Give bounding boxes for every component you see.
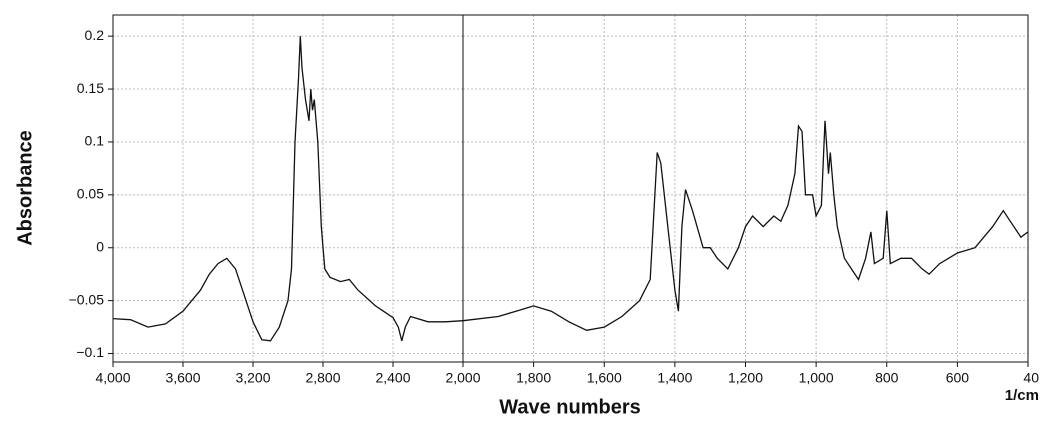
y-tick-label: 0 [96, 238, 104, 254]
y-tick-label: −0.1 [76, 344, 104, 360]
x-tick-label: 40 [1023, 370, 1039, 386]
y-tick-label: 0.2 [85, 27, 105, 43]
x-tick-label: 1,200 [728, 370, 763, 386]
x-tick-label: 3,200 [235, 370, 270, 386]
y-axis-label: Absorbance [14, 130, 36, 246]
x-tick-label: 2,000 [445, 370, 480, 386]
x-unit: 1/cm [1005, 387, 1039, 404]
x-tick-label: 800 [875, 370, 899, 386]
plot-frame [462, 14, 1029, 363]
x-tick-label: 2,400 [375, 370, 410, 386]
x-tick-label: 600 [946, 370, 970, 386]
x-tick-label: 3,600 [165, 370, 200, 386]
y-tick-label: 0.05 [77, 186, 104, 202]
x-tick-label: 2,800 [305, 370, 340, 386]
x-axis-label: Wave numbers [499, 396, 641, 418]
x-tick-label: 4,000 [95, 370, 130, 386]
spectrum-line [462, 120, 1029, 331]
x-tick-label: 1,800 [516, 370, 551, 386]
x-tick-label: 1,000 [799, 370, 834, 386]
x-tick-label: 1,600 [587, 370, 622, 386]
y-tick-label: −0.05 [69, 291, 105, 307]
y-tick-label: 0.15 [77, 80, 104, 96]
y-tick-label: 0.1 [85, 133, 105, 149]
x-tick-label: 1,400 [657, 370, 692, 386]
plot-frame [112, 14, 464, 363]
spectrum-line [112, 36, 464, 342]
